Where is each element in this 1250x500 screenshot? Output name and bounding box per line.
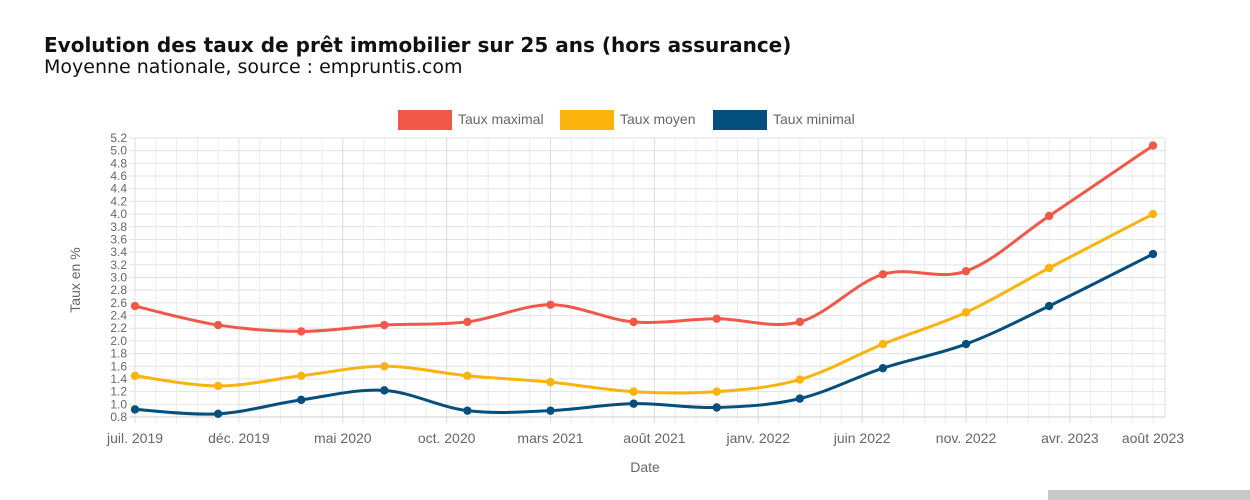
data-point[interactable] [1044, 211, 1054, 221]
series-taux-maximal [130, 141, 1158, 336]
data-point[interactable] [961, 266, 971, 276]
data-point[interactable] [380, 362, 389, 371]
x-tick-label: mai 2020 [314, 430, 372, 446]
data-point[interactable] [1148, 209, 1158, 219]
data-point[interactable] [712, 387, 721, 396]
data-point[interactable] [1148, 141, 1158, 150]
y-tick-label: 1.6 [110, 359, 127, 373]
data-point[interactable] [878, 363, 888, 373]
series-line [134, 144, 1154, 333]
y-tick-label: 1.0 [110, 397, 127, 411]
y-tick-label: 3.2 [110, 258, 127, 272]
legend-swatch [560, 110, 614, 130]
chart-subtitle: Moyenne nationale, source : empruntis.co… [44, 56, 463, 78]
data-point[interactable] [546, 377, 555, 387]
data-point[interactable] [712, 403, 721, 412]
y-tick-label: 1.2 [110, 385, 127, 399]
data-point[interactable] [546, 300, 555, 309]
series-lines [130, 141, 1158, 419]
data-point[interactable] [213, 320, 223, 330]
y-tick-label: 5.0 [110, 144, 127, 158]
legend-label[interactable]: Taux moyen [620, 111, 695, 127]
data-point[interactable] [1044, 301, 1054, 311]
data-point[interactable] [380, 386, 389, 395]
grid-lines [129, 137, 1166, 423]
y-axis-label: Taux en % [67, 247, 83, 312]
x-tick-label: août 2021 [623, 430, 685, 446]
series-taux-minimal [130, 249, 1158, 419]
data-point[interactable] [213, 381, 223, 391]
data-point[interactable] [795, 394, 805, 403]
y-tick-label: 2.8 [110, 283, 127, 297]
series-taux-moyen [130, 209, 1158, 396]
data-point[interactable] [961, 308, 971, 317]
y-tick-label: 2.2 [110, 321, 127, 335]
x-tick-label: août 2023 [1122, 430, 1184, 446]
x-tick-label: avr. 2023 [1041, 430, 1099, 446]
y-tick-label: 2.6 [110, 296, 127, 310]
x-tick-label: oct. 2020 [418, 430, 476, 446]
y-tick-label: 4.6 [110, 169, 127, 183]
data-point[interactable] [463, 371, 472, 380]
chart-title: Evolution des taux de prêt immobilier su… [44, 33, 792, 57]
y-axis-ticks: 0.81.01.21.41.61.82.02.22.42.62.83.03.23… [110, 131, 127, 424]
x-tick-label: juin 2022 [833, 430, 891, 446]
legend-label[interactable]: Taux maximal [458, 111, 544, 127]
data-point[interactable] [130, 301, 140, 311]
data-point[interactable] [795, 375, 805, 384]
legend-swatch [713, 110, 767, 130]
y-tick-label: 3.6 [110, 232, 127, 246]
x-axis-ticks: juil. 2019 déc. 2019 mai 2020 oct. 2020 mars… [106, 430, 1184, 446]
x-tick-label: déc. 2019 [208, 430, 270, 446]
y-tick-label: 3.0 [110, 271, 127, 285]
y-tick-label: 4.0 [110, 207, 127, 221]
y-tick-label: 3.4 [110, 245, 127, 259]
data-point[interactable] [380, 320, 389, 330]
data-point[interactable] [712, 314, 721, 323]
data-point[interactable] [961, 339, 971, 349]
x-tick-label: mars 2021 [517, 430, 583, 446]
data-point[interactable] [463, 317, 472, 327]
data-point[interactable] [297, 371, 306, 380]
legend-label[interactable]: Taux minimal [773, 111, 855, 127]
data-point[interactable] [297, 395, 306, 405]
data-point[interactable] [213, 409, 223, 419]
decorative-bar [1048, 490, 1250, 500]
data-point[interactable] [878, 270, 888, 279]
data-point[interactable] [629, 317, 638, 327]
series-line [134, 252, 1154, 416]
data-point[interactable] [878, 339, 888, 349]
data-point[interactable] [297, 327, 306, 336]
data-point[interactable] [1148, 249, 1158, 259]
y-tick-label: 1.8 [110, 347, 127, 361]
data-point[interactable] [629, 387, 638, 396]
data-point[interactable] [130, 405, 140, 414]
x-tick-label: juil. 2019 [106, 430, 163, 446]
data-point[interactable] [629, 399, 638, 408]
legend-swatch [398, 110, 452, 130]
legend: Taux maximal Taux moyen Taux minimal [398, 110, 855, 130]
y-tick-label: 4.8 [110, 156, 127, 170]
x-tick-label: nov. 2022 [936, 430, 997, 446]
data-point[interactable] [546, 406, 555, 415]
data-point[interactable] [130, 371, 140, 380]
y-tick-label: 2.0 [110, 334, 127, 348]
x-axis-label: Date [630, 459, 660, 475]
x-tick-label: janv. 2022 [725, 430, 790, 446]
data-point[interactable] [795, 317, 805, 327]
y-tick-label: 3.8 [110, 220, 127, 234]
y-tick-label: 4.2 [110, 194, 127, 208]
y-tick-label: 2.4 [110, 309, 127, 323]
data-point[interactable] [463, 406, 472, 415]
y-tick-label: 5.2 [110, 131, 127, 145]
y-tick-label: 0.8 [110, 410, 127, 424]
y-tick-label: 4.4 [110, 182, 127, 196]
data-point[interactable] [1044, 263, 1054, 273]
y-tick-label: 1.4 [110, 372, 127, 386]
